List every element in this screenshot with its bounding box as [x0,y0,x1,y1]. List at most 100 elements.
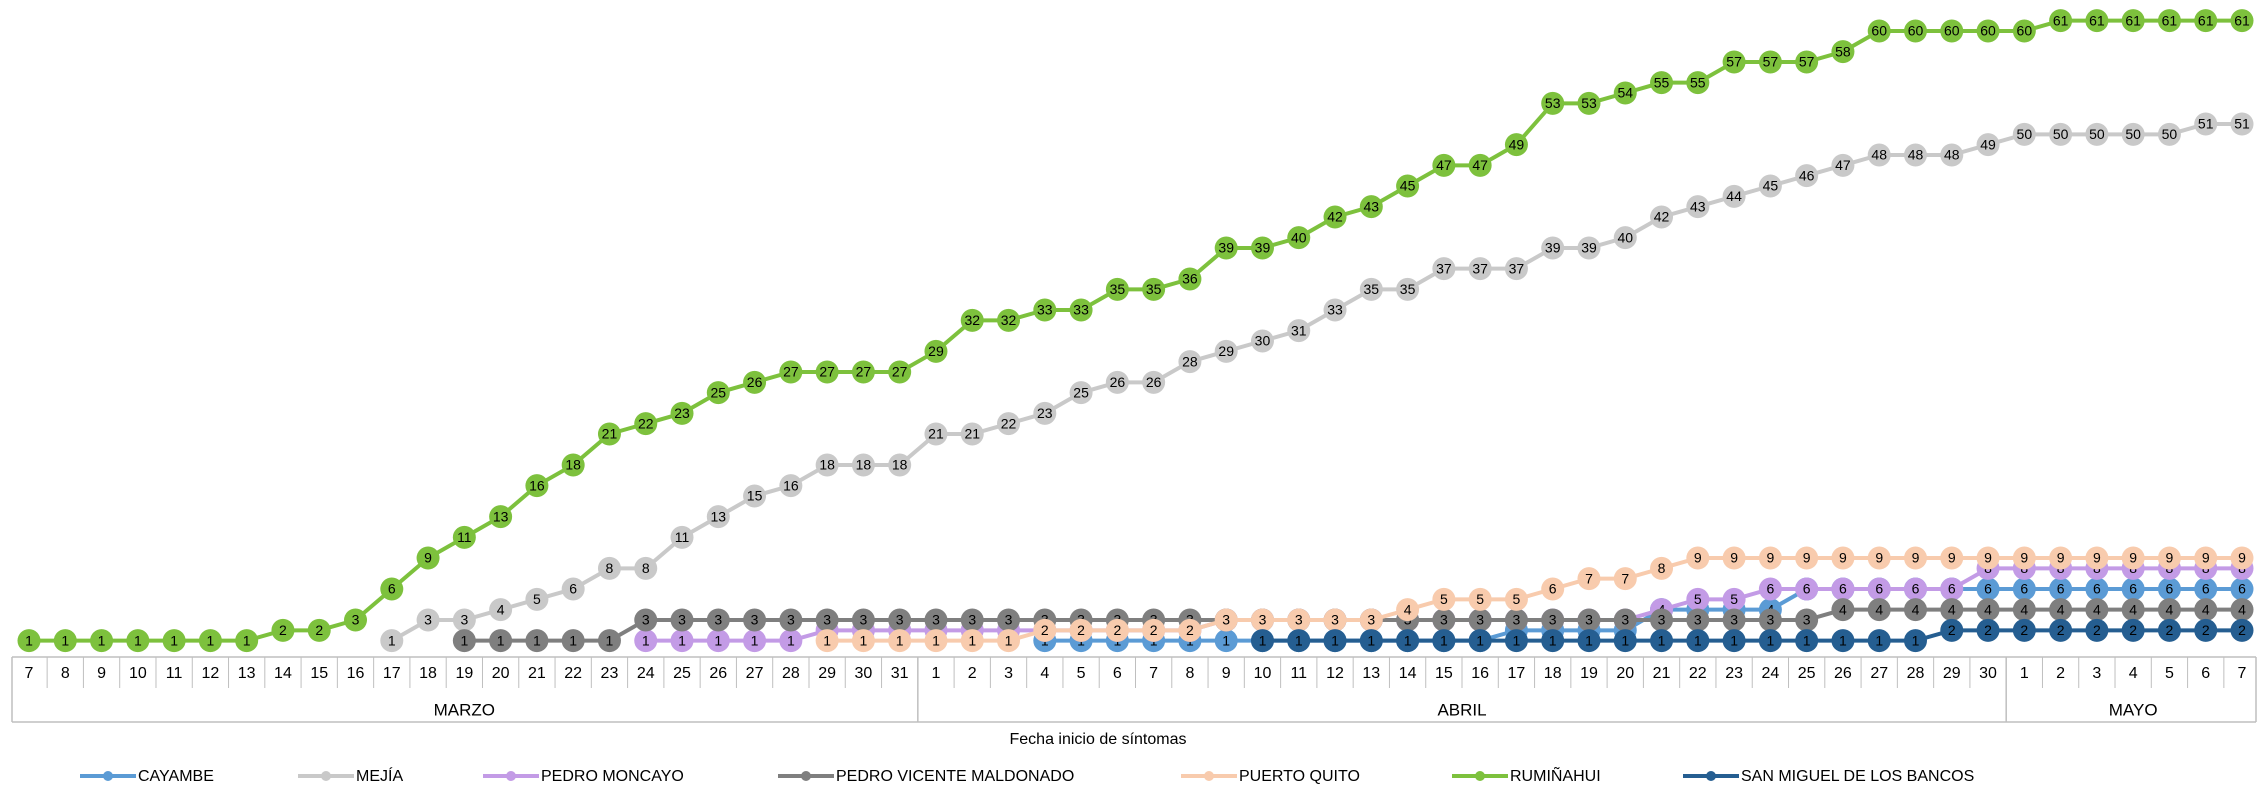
data-point [1867,19,1891,43]
data-point [1287,608,1311,632]
data-point [2121,546,2145,570]
data-label: 49 [1509,136,1525,152]
data-point [2085,577,2109,601]
data-point [670,525,694,549]
data-label: 1 [1259,632,1267,648]
data-point [344,608,368,632]
data-point [1940,598,1964,622]
data-label: 6 [1948,581,1956,597]
data-point [489,505,513,529]
data-point [1468,587,1492,611]
data-point [2157,618,2181,642]
data-label: 3 [1295,612,1303,628]
data-point [706,608,730,632]
legend-swatch-dot [103,771,113,781]
data-label: 16 [783,477,799,493]
data-label: 13 [493,508,509,524]
data-point [779,360,803,384]
x-tick-label: 27 [746,665,764,682]
data-label: 9 [1839,550,1847,566]
data-point [1613,567,1637,591]
data-label: 33 [1327,302,1343,318]
x-tick-label: 22 [564,665,582,682]
data-label: 2 [315,622,323,638]
data-label: 27 [892,364,908,380]
data-label: 8 [606,560,614,576]
data-point [1396,174,1420,198]
data-point [1468,153,1492,177]
x-tick-label: 27 [1870,665,1888,682]
data-label: 1 [1766,632,1774,648]
data-label: 58 [1835,43,1851,59]
data-label: 1 [1331,632,1339,648]
data-point [888,360,912,384]
data-label: 3 [1730,612,1738,628]
data-point [2121,122,2145,146]
data-point [779,474,803,498]
data-label: 6 [1984,581,1992,597]
data-label: 5 [1476,591,1484,607]
data-label: 1 [1803,632,1811,648]
data-label: 3 [860,612,868,628]
x-tick-label: 8 [61,665,70,682]
legend-label: MEJÍA [356,766,403,785]
data-label: 4 [1984,601,1992,617]
data-label: 26 [1110,374,1126,390]
data-label: 2 [2093,622,2101,638]
data-label: 9 [1694,550,1702,566]
data-label: 2 [2129,622,2137,638]
data-point [924,608,948,632]
data-label: 6 [569,581,577,597]
data-label: 3 [1549,612,1557,628]
data-point [489,598,513,622]
data-label: 49 [1980,136,1996,152]
data-point [743,608,767,632]
data-label: 60 [1980,23,1996,39]
data-label: 4 [1839,601,1847,617]
data-label: 3 [1005,612,1013,628]
data-point [2157,122,2181,146]
x-tick-label: 5 [1077,665,1086,682]
data-point [1359,195,1383,219]
data-label: 39 [1545,240,1561,256]
data-point [452,525,476,549]
data-point [1940,618,1964,642]
data-label: 4 [2202,601,2210,617]
data-point [706,381,730,405]
data-label: 44 [1726,188,1742,204]
data-point [1903,598,1927,622]
data-label: 35 [1364,281,1380,297]
x-tick-label: 3 [2092,665,2101,682]
data-label: 32 [1001,312,1017,328]
data-point [924,339,948,363]
data-label: 54 [1617,85,1633,101]
data-point [1976,19,2000,43]
data-point [2121,577,2145,601]
data-point [997,308,1021,332]
data-point [1940,577,1964,601]
series: 1 1 1 1 1 1 2 2 2 2 2 3 3 3 3 3 4 5 5 5 6 7 7 8 9 9 9 9 9 9 9 9 9 9 9 9 9 9 9 9 [815,546,2254,653]
data-point [198,629,222,653]
data-label: 60 [2017,23,2033,39]
data-point [1650,71,1674,95]
data-point [162,629,186,653]
data-point [815,360,839,384]
legend-swatch-dot [506,771,516,781]
data-label: 25 [1073,384,1089,400]
data-label: 2 [279,622,287,638]
legend-swatch-dot [1204,771,1214,781]
x-tick-label: 6 [2201,665,2210,682]
data-point [271,618,295,642]
data-label: 1 [1839,632,1847,648]
data-point [525,474,549,498]
data-label: 3 [1259,612,1267,628]
data-point [2157,598,2181,622]
data-label: 9 [1948,550,1956,566]
data-point [416,608,440,632]
data-point [1613,81,1637,105]
x-tick-label: 12 [201,665,219,682]
data-label: 42 [1327,209,1343,225]
data-point [1903,546,1927,570]
data-label: 28 [1182,353,1198,369]
